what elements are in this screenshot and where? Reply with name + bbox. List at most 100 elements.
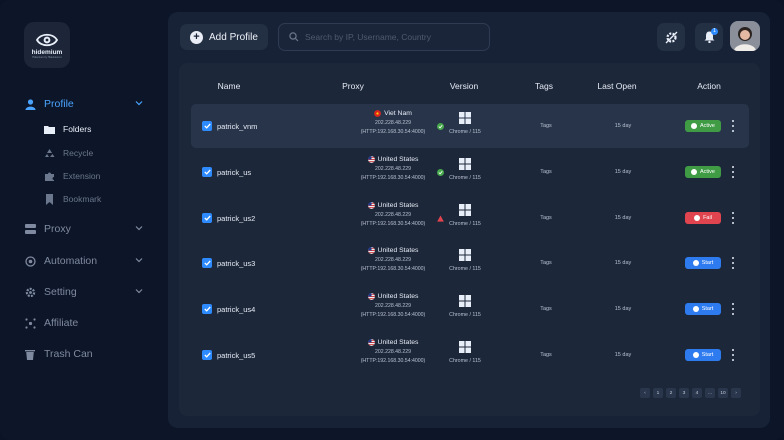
trash-icon: [24, 348, 36, 360]
action-start-button[interactable]: Start: [685, 349, 721, 361]
action-fail-button[interactable]: Fail: [685, 212, 721, 224]
sidebar-subitem-recycle[interactable]: Recycle: [44, 145, 93, 161]
row-checkbox[interactable]: [202, 350, 212, 360]
notification-button[interactable]: 1: [695, 23, 723, 51]
profile-name[interactable]: patrick_vnm: [217, 122, 258, 131]
column-header-tags[interactable]: Tags: [535, 81, 553, 91]
more-options-icon[interactable]: [731, 349, 735, 361]
profile-name[interactable]: patrick_us: [217, 168, 252, 177]
recycle-icon: [44, 148, 55, 159]
play-icon: [692, 260, 699, 266]
chevron-down-icon[interactable]: [134, 223, 144, 233]
page-button[interactable]: 10: [718, 388, 728, 398]
proxy-address: (HTTP:192.168.30.54:4000): [360, 175, 426, 181]
row-checkbox[interactable]: [202, 213, 212, 223]
logo-text: hidemium: [31, 48, 63, 56]
sidebar-item-affiliate[interactable]: Affiliate: [24, 313, 144, 333]
chevron-down-icon[interactable]: [134, 286, 144, 296]
sidebar-item-trash-can[interactable]: Trash Can: [24, 344, 144, 364]
column-header-name[interactable]: Name: [217, 81, 241, 91]
profile-name[interactable]: patrick_us5: [217, 351, 256, 360]
proxy-ip: 202.228.48.229: [374, 212, 412, 218]
tags-cell[interactable]: Tags: [540, 215, 552, 221]
sidebar-item-proxy[interactable]: Proxy: [24, 219, 144, 239]
sidebar-item-setting[interactable]: Setting: [24, 282, 144, 302]
sidebar-subitem-label: Recycle: [63, 148, 94, 158]
column-header-proxy[interactable]: Proxy: [342, 81, 364, 91]
tags-cell[interactable]: Tags: [540, 169, 552, 175]
table-row[interactable]: patrick_us2 United States 202.228.48.229 (H…: [191, 196, 749, 240]
sidebar-subitem-folders[interactable]: Folders: [44, 121, 91, 137]
logo[interactable]: hidemium Hidemium by Hidemium.io: [24, 22, 70, 68]
profile-name[interactable]: patrick_us3: [217, 259, 256, 268]
last-open-cell: 15 day: [614, 215, 632, 221]
action-start-button[interactable]: Start: [685, 257, 721, 269]
next-page-button[interactable]: ›: [731, 388, 741, 398]
tags-cell[interactable]: Tags: [540, 123, 552, 129]
chevron-down-icon[interactable]: [134, 98, 144, 108]
sidebar-item-automation[interactable]: Automation: [24, 251, 144, 271]
sidebar-subitem-extension[interactable]: Extension: [44, 168, 100, 184]
windows-icon: [459, 295, 471, 307]
table-row[interactable]: patrick_us4 United States 202.228.48.229 (H…: [191, 287, 749, 331]
logo-subtext: Hidemium by Hidemium.io: [32, 55, 62, 59]
tags-cell[interactable]: Tags: [540, 352, 552, 358]
add-profile-button[interactable]: + Add Profile: [180, 24, 268, 50]
table-row[interactable]: patrick_us United States 202.228.48.229 (HT…: [191, 150, 749, 194]
proxy-country: United States: [353, 202, 433, 209]
browser-version: Chrome / 115: [449, 312, 481, 318]
profile-name[interactable]: patrick_us4: [217, 305, 256, 314]
last-open-cell: 15 day: [614, 306, 632, 312]
search-input[interactable]: [305, 32, 475, 42]
tags-cell[interactable]: Tags: [540, 306, 552, 312]
proxy-ip: 202.228.48.229: [374, 257, 412, 263]
avatar[interactable]: [730, 21, 760, 51]
action-active-button[interactable]: Active: [685, 120, 721, 132]
table-row[interactable]: patrick_us3 United States 202.228.48.229 (H…: [191, 241, 749, 285]
proxy-address: (HTTP:192.168.30.54:4000): [360, 221, 426, 227]
proxy-ip: 202.228.48.229: [374, 349, 412, 355]
more-options-icon[interactable]: [731, 166, 735, 178]
profile-name[interactable]: patrick_us2: [217, 214, 256, 223]
more-options-icon[interactable]: [731, 120, 735, 132]
page-button[interactable]: 4: [692, 388, 702, 398]
last-open-cell: 15 day: [614, 352, 632, 358]
stop-icon: [694, 215, 701, 221]
page-button[interactable]: 3: [679, 388, 689, 398]
gear-icon: [24, 286, 36, 298]
table-row[interactable]: patrick_vnm Viet Nam 202.228.48.229 (HTTP:1…: [191, 104, 749, 148]
table-row[interactable]: patrick_us5 United States 202.228.48.229 (H…: [191, 333, 749, 377]
prev-page-button[interactable]: ‹: [640, 388, 650, 398]
column-header-last-open[interactable]: Last Open: [597, 81, 637, 91]
sidebar-item-profile[interactable]: Profile: [24, 94, 144, 114]
sidebar-subitem-bookmark[interactable]: Bookmark: [44, 191, 101, 207]
browser-version: Chrome / 115: [449, 175, 481, 181]
action-label: Active: [700, 123, 715, 129]
page-button[interactable]: 2: [666, 388, 676, 398]
last-open-cell: 15 day: [614, 260, 632, 266]
tags-cell[interactable]: Tags: [540, 260, 552, 266]
row-checkbox[interactable]: [202, 258, 212, 268]
search-icon: [289, 32, 299, 42]
action-active-button[interactable]: Active: [685, 166, 721, 178]
column-header-version[interactable]: Version: [449, 81, 479, 91]
more-options-icon[interactable]: [731, 257, 735, 269]
action-label: Active: [700, 169, 715, 175]
play-icon: [692, 352, 699, 358]
search-box[interactable]: [278, 23, 490, 51]
affiliate-icon: [24, 317, 36, 329]
more-options-icon[interactable]: [731, 303, 735, 315]
row-checkbox[interactable]: [202, 121, 212, 131]
page-button[interactable]: …: [705, 388, 715, 398]
chevron-down-icon[interactable]: [134, 255, 144, 265]
settings-off-button[interactable]: [657, 23, 685, 51]
check-icon: [203, 123, 211, 129]
page-button[interactable]: 1: [653, 388, 663, 398]
column-header-action[interactable]: Action: [697, 81, 721, 91]
country-name: United States: [377, 293, 419, 300]
proxy-address: (HTTP:192.168.30.54:4000): [360, 129, 426, 135]
more-options-icon[interactable]: [731, 212, 735, 224]
row-checkbox[interactable]: [202, 304, 212, 314]
action-start-button[interactable]: Start: [685, 303, 721, 315]
row-checkbox[interactable]: [202, 167, 212, 177]
